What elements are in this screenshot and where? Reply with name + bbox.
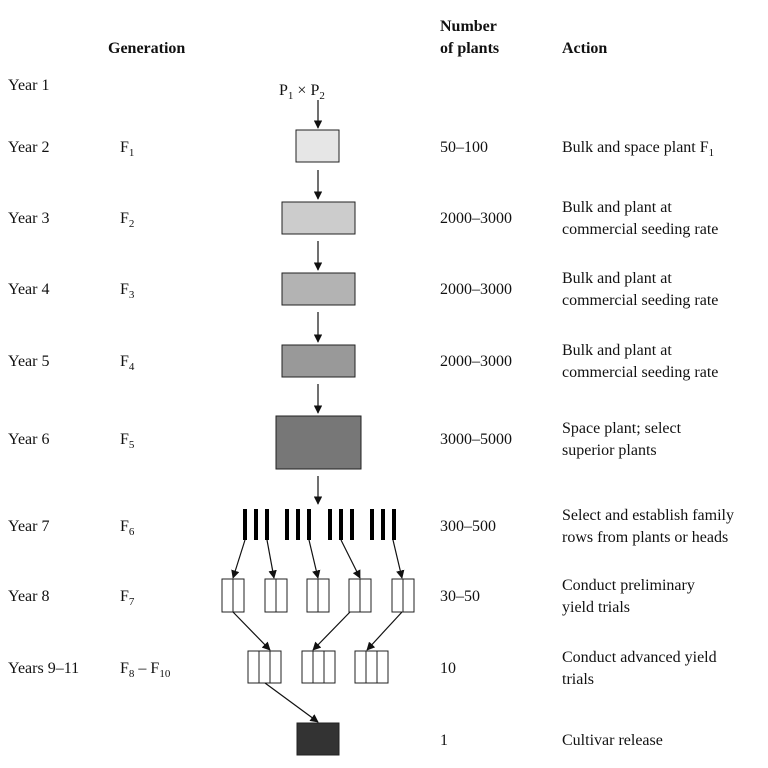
family-row-bar — [350, 509, 354, 540]
action-line2: rows from plants or heads — [562, 529, 728, 546]
action-line1: Bulk and plant at — [562, 199, 672, 216]
arrow — [312, 611, 351, 651]
action-line1: Space plant; select — [562, 420, 682, 437]
arrow — [232, 611, 271, 651]
action-line1: Bulk and space plant F1 — [562, 139, 714, 159]
family-row-bar — [307, 509, 311, 540]
year-label: Year 1 — [8, 77, 49, 94]
action-line2: superior plants — [562, 442, 657, 459]
generation-label: F4 — [120, 353, 135, 373]
f2-bulk-box — [281, 201, 356, 235]
header-action: Action — [562, 40, 607, 57]
arrow — [392, 539, 405, 579]
family-row-bar — [296, 509, 300, 540]
arrow — [340, 539, 361, 579]
year-label: Year 7 — [8, 518, 49, 535]
action-line1: Cultivar release — [562, 732, 663, 749]
generation-label: F3 — [120, 281, 135, 301]
number-of-plants: 2000–3000 — [440, 353, 512, 370]
action-line1: Conduct advanced yield — [562, 649, 717, 666]
number-of-plants: 10 — [440, 660, 456, 677]
family-row-bar — [285, 509, 289, 540]
year-label: Year 4 — [8, 281, 49, 298]
action-line2: yield trials — [562, 599, 630, 616]
family-row-bar — [265, 509, 269, 540]
arrow — [264, 682, 319, 723]
number-of-plants: 2000–3000 — [440, 210, 512, 227]
cultivar-release-box — [296, 722, 340, 756]
advanced-trial-plot — [301, 650, 336, 684]
action-line1: Conduct preliminary — [562, 577, 695, 594]
family-row-bar — [254, 509, 258, 540]
year-label: Year 6 — [8, 431, 49, 448]
number-of-plants: 3000–5000 — [440, 431, 512, 448]
family-row-bar — [339, 509, 343, 540]
f4-bulk-box — [281, 344, 356, 378]
generation-label: F8 – F10 — [120, 660, 171, 680]
year-label: Years 9–11 — [8, 660, 79, 677]
number-of-plants: 50–100 — [440, 139, 488, 156]
family-row-bar — [243, 509, 247, 540]
arrow — [231, 539, 246, 579]
f3-bulk-box — [281, 272, 356, 306]
generation-label: F2 — [120, 210, 134, 230]
family-row-bar — [328, 509, 332, 540]
generation-label: F6 — [120, 518, 135, 538]
header-number-line2: of plants — [440, 40, 499, 57]
advanced-trial-plot — [247, 650, 282, 684]
year-label: Year 8 — [8, 588, 49, 605]
f5-space-plant-box — [275, 415, 362, 470]
year-label: Year 3 — [8, 210, 49, 227]
number-of-plants: 2000–3000 — [440, 281, 512, 298]
family-row-bar — [392, 509, 396, 540]
action-line2: commercial seeding rate — [562, 364, 718, 381]
generation-label: F1 — [120, 139, 134, 159]
arrow — [308, 539, 321, 579]
action-line1: Bulk and plant at — [562, 270, 672, 287]
generation-label: F7 — [120, 588, 135, 608]
action-line1: Select and establish family — [562, 507, 734, 524]
advanced-trial-plot — [354, 650, 389, 684]
generation-label: F5 — [120, 431, 135, 451]
action-line1: Bulk and plant at — [562, 342, 672, 359]
year-label: Year 2 — [8, 139, 49, 156]
header-generation: Generation — [108, 40, 185, 57]
arrow — [266, 539, 277, 579]
number-of-plants: 30–50 — [440, 588, 480, 605]
family-row-bar — [370, 509, 374, 540]
arrow — [366, 611, 403, 651]
year-label: Year 5 — [8, 353, 49, 370]
f1-bulk-box — [295, 129, 340, 163]
family-row-bar — [381, 509, 385, 540]
action-line2: commercial seeding rate — [562, 292, 718, 309]
action-line2: trials — [562, 671, 594, 688]
cross-label: P1 × P2 — [279, 82, 325, 102]
number-of-plants: 300–500 — [440, 518, 496, 535]
header-number-line1: Number — [440, 18, 497, 35]
number-of-plants: 1 — [440, 732, 448, 749]
action-line2: commercial seeding rate — [562, 221, 718, 238]
